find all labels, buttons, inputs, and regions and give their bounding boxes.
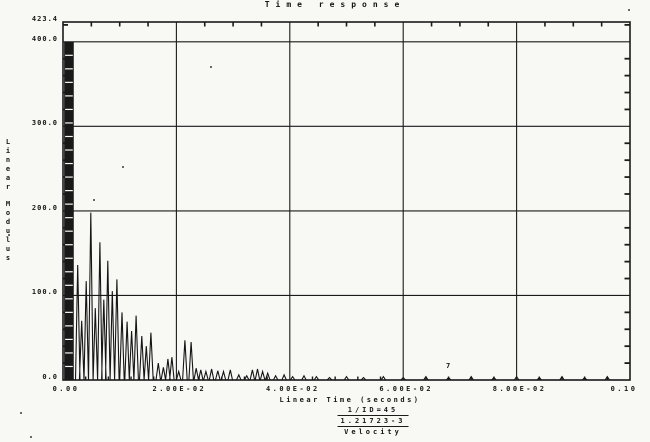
scan-speck bbox=[210, 66, 212, 68]
footer-record-id: 1/ID=45 bbox=[347, 406, 399, 414]
footer-scale-value: 1.21723-3 bbox=[337, 415, 409, 427]
y-axis-title-letter: n bbox=[5, 156, 11, 164]
scan-speck bbox=[20, 412, 22, 414]
x-tick-label: 0.00 bbox=[52, 385, 80, 393]
x-tick-label: 2.00E-02 bbox=[152, 385, 207, 393]
y-tick-label: 200.0 bbox=[31, 203, 58, 212]
y-axis-title-letter: M bbox=[5, 200, 11, 208]
x-tick-label: 0.10 bbox=[610, 385, 638, 393]
y-axis-title-letter: d bbox=[5, 218, 11, 226]
y-axis-title-letter: L bbox=[5, 138, 11, 146]
y-axis-title-letter: u bbox=[5, 245, 11, 253]
plot-frame bbox=[62, 21, 631, 381]
y-axis-title-letter: o bbox=[5, 209, 11, 217]
signal-trace bbox=[63, 212, 630, 381]
x-tick-label: 8.00E-02 bbox=[492, 385, 547, 393]
x-tick-label: 6.00E-02 bbox=[379, 385, 434, 393]
scan-speck bbox=[122, 166, 124, 168]
scan-speck bbox=[8, 234, 10, 236]
y-axis-title-letter: s bbox=[5, 254, 11, 262]
signal-burst-band bbox=[64, 41, 74, 380]
y-axis-title-letter: u bbox=[5, 227, 11, 235]
y-tick-label: 0.0 bbox=[42, 373, 58, 381]
scan-speck bbox=[93, 199, 95, 201]
y-tick-label: 100.0 bbox=[31, 288, 58, 297]
y-axis-title-letter: e bbox=[5, 165, 11, 173]
scan-speck bbox=[30, 436, 32, 438]
y-axis-title-letter: a bbox=[5, 174, 11, 182]
x-axis-title: Linear Time (seconds) bbox=[279, 396, 421, 404]
stray-mark: 7 bbox=[446, 362, 451, 370]
footer-annotation: 1/ID=45 1.21723-3 Velocity bbox=[337, 406, 409, 436]
y-tick-label: 423.4 bbox=[31, 15, 58, 23]
y-axis-title-letter: r bbox=[5, 183, 11, 191]
y-axis-title-letter: l bbox=[5, 236, 11, 244]
chart-title: Time response bbox=[264, 0, 406, 9]
y-axis-title-letter bbox=[3, 192, 13, 200]
y-tick-label: 400.0 bbox=[31, 34, 58, 43]
y-axis-title-letter: i bbox=[5, 147, 11, 155]
scan-speck bbox=[628, 9, 630, 11]
x-tick-label: 4.00E-02 bbox=[265, 385, 320, 393]
y-tick-label: 300.0 bbox=[31, 119, 58, 128]
footer-quantity: Velocity bbox=[344, 428, 402, 436]
